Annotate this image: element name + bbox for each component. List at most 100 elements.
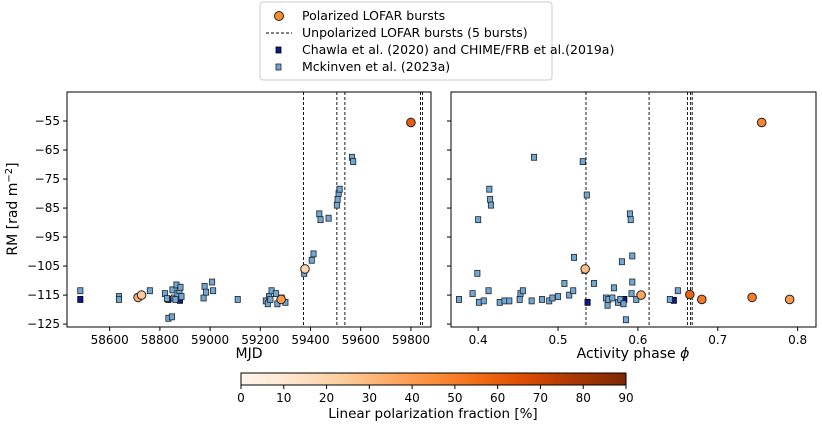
legend-marker-polarized — [274, 11, 284, 21]
left-mckinven-point — [234, 296, 241, 303]
colorbar-label: Linear polarization fraction [%] — [328, 406, 537, 422]
colorbar-tick-label: 80 — [576, 391, 591, 405]
right-x-ticks: 0.4 0.5 0.6 0.7 0.8 — [469, 327, 807, 347]
y-axis-label: RM [rad m−2] — [4, 162, 22, 255]
right-mckinven-point — [549, 294, 556, 302]
left-mckinven-point — [210, 287, 217, 295]
right-y-ticks — [447, 120, 451, 325]
left-mckinven-point — [201, 282, 208, 290]
right-mckinven-point — [674, 287, 681, 295]
left-x-tick-label: 59400 — [291, 333, 329, 347]
left-x-tick-label: 58600 — [91, 333, 129, 347]
left-chawla-point — [77, 296, 84, 303]
right-mckinven-point — [516, 296, 523, 303]
left-mckinven-point — [350, 158, 357, 166]
right-mckinven-point — [590, 280, 597, 287]
right-x-axis-label: Activity phase ϕ — [577, 346, 690, 362]
right-mckinven-point — [629, 252, 636, 260]
left-y-tick-label: −85 — [35, 201, 60, 215]
right-mckinven-point — [486, 185, 493, 193]
right-mckinven-point — [618, 258, 625, 266]
left-mckinven-point — [115, 296, 122, 303]
colorbar-ticks: 0 10 20 30 40 50 60 70 80 90 — [237, 385, 634, 405]
colorbar-tick-label: 50 — [447, 391, 462, 405]
right-chawla-point — [584, 298, 591, 306]
right-mckinven-point — [627, 216, 634, 224]
left-y-tick-label: −55 — [35, 114, 60, 128]
right-mckinven-point — [539, 296, 546, 303]
left-x-axis-label: MJD — [236, 346, 263, 362]
left-x-tick-label: 59200 — [241, 333, 279, 347]
right-polarized-burst-point — [696, 294, 707, 305]
left-mckinven-point — [316, 210, 323, 218]
left-polarized-burst-point — [300, 264, 310, 274]
right-polarized-burst-point — [784, 294, 795, 305]
right-mckinven-point — [622, 316, 629, 324]
right-mckinven-point — [620, 300, 627, 308]
right-mckinven-point — [475, 216, 482, 224]
left-x-tick-label: 59800 — [392, 333, 430, 347]
left-marks — [77, 117, 416, 322]
left-x-tick-label: 59600 — [342, 333, 380, 347]
left-mckinven-point — [163, 295, 170, 302]
right-x-tick-label: 0.8 — [788, 333, 807, 347]
colorbar: 0 10 20 30 40 50 60 70 80 90 Linear polarization … — [237, 372, 634, 422]
right-mckinven-point — [570, 253, 577, 261]
right-x-tick-label: 0.7 — [708, 333, 727, 347]
right-mckinven-point — [666, 296, 673, 303]
right-mckinven-point — [626, 210, 633, 218]
right-mckinven-point — [566, 291, 573, 299]
colorbar-tick-label: 40 — [404, 391, 419, 405]
left-mckinven-point — [310, 250, 317, 258]
right-mckinven-point — [570, 287, 577, 295]
left-mckinven-point — [272, 290, 279, 298]
left-mckinven-point — [336, 185, 343, 193]
left-mckinven-point — [209, 278, 216, 286]
left-y-tick-label: −125 — [27, 317, 60, 331]
colorbar-tick-label: 10 — [276, 391, 291, 405]
left-mckinven-point — [334, 195, 341, 203]
colorbar-tick-label: 30 — [362, 391, 377, 405]
legend-marker-mckinven — [275, 63, 282, 71]
right-mckinven-point — [561, 280, 568, 287]
legend: Polarized LOFAR bursts Unpolarized LOFAR… — [259, 1, 614, 81]
left-mckinven-point — [325, 214, 332, 222]
right-mckinven-point — [531, 153, 538, 161]
right-vlines — [585, 92, 693, 327]
right-marks — [455, 117, 795, 324]
left-x-tick-label: 59000 — [191, 333, 229, 347]
right-polarized-burst-point — [580, 264, 590, 274]
right-mckinven-point — [579, 158, 586, 166]
left-mckinven-point — [169, 286, 176, 294]
left-mckinven-point — [146, 287, 153, 295]
right-x-tick-label: 0.5 — [548, 333, 567, 347]
left-vlines — [303, 92, 423, 327]
right-mckinven-point — [610, 284, 617, 292]
left-polarized-burst-point — [406, 117, 416, 128]
legend-frame — [259, 1, 553, 81]
left-mckinven-point — [177, 283, 184, 291]
left-polarized-burst-point — [276, 294, 286, 305]
right-polarized-burst-point — [747, 292, 757, 303]
colorbar-tick-label: 20 — [319, 391, 334, 405]
right-x-tick-label: 0.4 — [469, 333, 488, 347]
right-mckinven-point — [480, 297, 487, 305]
legend-label-mckinven: Mckinven et al. (2023a) — [302, 59, 450, 74]
left-mckinven-point — [317, 216, 324, 224]
legend-label-unpolarized: Unpolarized LOFAR bursts (5 bursts) — [302, 25, 528, 40]
right-mckinven-point — [469, 290, 476, 298]
left-x-tick-label: 58800 — [141, 333, 179, 347]
right-mckinven-point — [519, 287, 526, 295]
left-y-tick-label: −105 — [27, 259, 60, 273]
colorbar-tick-label: 0 — [237, 391, 245, 405]
right-mckinven-point — [633, 296, 640, 303]
right-mckinven-point — [629, 278, 636, 286]
left-x-ticks: 58600 58800 59000 59200 59400 59600 59800 — [91, 327, 430, 347]
left-mckinven-point — [200, 294, 207, 302]
right-mckinven-point — [455, 296, 462, 303]
left-polarized-burst-point — [136, 290, 147, 300]
left-mckinven-point — [178, 293, 185, 300]
colorbar-tick-label: 60 — [490, 391, 505, 405]
colorbar-tick-label: 70 — [533, 391, 548, 405]
